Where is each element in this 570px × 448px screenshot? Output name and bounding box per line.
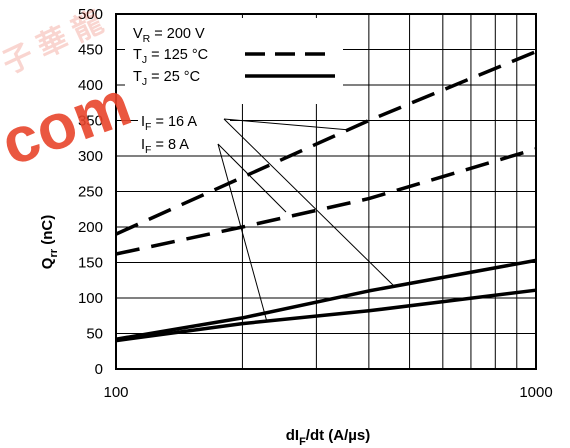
- y-tick-label: 150: [78, 255, 103, 272]
- annotation-background: [138, 108, 230, 154]
- y-tick-label: 200: [78, 219, 103, 236]
- series-layer: [115, 49, 537, 343]
- y-tick-label: 500: [78, 6, 103, 23]
- annotation-if-8a: IF = 8 A: [141, 137, 189, 156]
- legend-label-1: TJ = 125 °C: [133, 47, 208, 66]
- series-line-1: [115, 49, 537, 236]
- y-axis-title: Qrr (nC): [39, 215, 60, 269]
- y-tick-label: 250: [78, 184, 103, 201]
- annotations: IF = 16 A IF = 8 A: [138, 108, 396, 323]
- annotation-leader-3: [217, 143, 287, 213]
- y-tick-label: 100: [78, 290, 103, 307]
- series-line-2: [115, 147, 537, 256]
- series-line-3: [115, 258, 537, 341]
- tick-labels: 0 50 100 150 200 250 300 350 400 450 500 100 1000: [78, 6, 553, 401]
- y-tick-label: 300: [78, 148, 103, 165]
- x-axis-title: dIF/dt (A/µs): [286, 427, 371, 448]
- annotation-leader-1: [223, 118, 351, 131]
- legend-background: [125, 18, 343, 104]
- y-tick-label: 50: [86, 326, 103, 343]
- y-tick-label: 400: [78, 77, 103, 94]
- y-tick-label: 350: [78, 113, 103, 130]
- plot-border: [115, 13, 537, 370]
- y-tick-label: 450: [78, 42, 103, 59]
- legend-condition-label: VR = 200 V: [133, 26, 205, 45]
- annotation-leader-4: [217, 143, 268, 323]
- y-tick-label: 0: [95, 361, 103, 378]
- x-tick-label: 100: [103, 384, 128, 401]
- series-line-4: [115, 288, 537, 343]
- annotation-if-16a: IF = 16 A: [141, 114, 197, 133]
- legend-label-2: TJ = 25 °C: [133, 69, 200, 88]
- x-tick-label: 1000: [519, 384, 552, 401]
- legend: VR = 200 V TJ = 125 °C TJ = 25 °C: [125, 18, 343, 104]
- annotation-leader-2: [223, 118, 396, 288]
